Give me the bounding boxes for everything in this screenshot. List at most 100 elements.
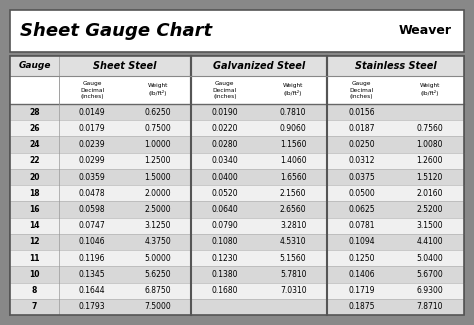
Bar: [10, 120, 464, 136]
Text: 1.6560: 1.6560: [280, 173, 307, 182]
Text: 0.0312: 0.0312: [348, 156, 375, 165]
Text: 3.2810: 3.2810: [280, 221, 306, 230]
Text: Gauge
Decimal
(inches): Gauge Decimal (inches): [213, 81, 237, 99]
Text: 5.0000: 5.0000: [145, 254, 171, 263]
Bar: [10, 76, 464, 104]
Text: 0.0478: 0.0478: [79, 189, 105, 198]
Text: 0.7500: 0.7500: [145, 124, 171, 133]
Text: Weight
(lb/ft²): Weight (lb/ft²): [283, 84, 303, 97]
Text: 0.0790: 0.0790: [211, 221, 238, 230]
Text: Gauge
Decimal
(inches): Gauge Decimal (inches): [349, 81, 374, 99]
Text: Gauge
Decimal
(inches): Gauge Decimal (inches): [80, 81, 104, 99]
Text: 1.2500: 1.2500: [145, 156, 171, 165]
Text: 0.0250: 0.0250: [348, 140, 375, 149]
Text: 14: 14: [29, 221, 40, 230]
Bar: [10, 266, 464, 282]
Text: 0.0299: 0.0299: [79, 156, 105, 165]
Text: Weight
(lb/ft²): Weight (lb/ft²): [147, 84, 168, 97]
Bar: [10, 56, 464, 315]
Text: 0.0239: 0.0239: [79, 140, 105, 149]
Text: 1.0000: 1.0000: [145, 140, 171, 149]
Text: 3.1250: 3.1250: [145, 221, 171, 230]
Text: 6.8750: 6.8750: [145, 286, 171, 295]
Text: 0.0747: 0.0747: [79, 221, 105, 230]
Bar: [10, 299, 464, 315]
Text: 0.0520: 0.0520: [211, 189, 238, 198]
Text: 0.1196: 0.1196: [79, 254, 105, 263]
Text: 1.5000: 1.5000: [145, 173, 171, 182]
Text: 0.1644: 0.1644: [79, 286, 105, 295]
Text: 5.0400: 5.0400: [417, 254, 443, 263]
Bar: [10, 104, 464, 120]
Text: 5.6700: 5.6700: [417, 270, 443, 279]
Text: 8: 8: [32, 286, 37, 295]
Text: Galvanized Steel: Galvanized Steel: [213, 61, 305, 71]
Text: 0.0640: 0.0640: [211, 205, 238, 214]
Text: 0.1250: 0.1250: [348, 254, 375, 263]
Text: 2.5200: 2.5200: [417, 205, 443, 214]
Text: 1.0080: 1.0080: [417, 140, 443, 149]
Text: 0.7560: 0.7560: [417, 124, 443, 133]
Bar: [10, 202, 464, 218]
Text: 0.0187: 0.0187: [348, 124, 375, 133]
Text: 0.0781: 0.0781: [348, 221, 375, 230]
Bar: [10, 169, 464, 185]
Text: 2.0000: 2.0000: [145, 189, 171, 198]
Text: 0.1380: 0.1380: [211, 270, 238, 279]
Text: 0.9060: 0.9060: [280, 124, 307, 133]
Text: 0.0400: 0.0400: [211, 173, 238, 182]
Text: 12: 12: [29, 238, 40, 246]
Text: Stainless Steel: Stainless Steel: [355, 61, 437, 71]
Bar: [10, 234, 464, 250]
Text: 0.0598: 0.0598: [79, 205, 105, 214]
Text: 0.1406: 0.1406: [348, 270, 375, 279]
Text: 0.1046: 0.1046: [79, 238, 105, 246]
Text: 0.1680: 0.1680: [211, 286, 238, 295]
Text: 0.1230: 0.1230: [211, 254, 238, 263]
Text: 0.0340: 0.0340: [211, 156, 238, 165]
Text: 26: 26: [29, 124, 40, 133]
Text: 0.0280: 0.0280: [211, 140, 238, 149]
Text: 16: 16: [29, 205, 40, 214]
Text: 5.1560: 5.1560: [280, 254, 307, 263]
Text: 18: 18: [29, 189, 40, 198]
Text: 7.5000: 7.5000: [145, 302, 171, 311]
Text: 0.0190: 0.0190: [211, 108, 238, 117]
Text: 0.0179: 0.0179: [79, 124, 105, 133]
Bar: [10, 56, 464, 76]
Bar: [10, 282, 464, 299]
Text: 22: 22: [29, 156, 40, 165]
Text: 7.0310: 7.0310: [280, 286, 307, 295]
Text: 4.3750: 4.3750: [145, 238, 171, 246]
Text: 4.5310: 4.5310: [280, 238, 307, 246]
Bar: [10, 153, 464, 169]
Bar: [10, 218, 464, 234]
Text: 6.9300: 6.9300: [417, 286, 443, 295]
Text: 2.1560: 2.1560: [280, 189, 306, 198]
Text: 7: 7: [32, 302, 37, 311]
Text: 2.0160: 2.0160: [417, 189, 443, 198]
Text: 5.6250: 5.6250: [145, 270, 171, 279]
Text: 0.1875: 0.1875: [348, 302, 375, 311]
Text: Weight
(lb/ft²): Weight (lb/ft²): [419, 84, 440, 97]
Text: 2.6560: 2.6560: [280, 205, 307, 214]
Text: 0.0220: 0.0220: [211, 124, 238, 133]
Bar: [10, 136, 464, 153]
Text: 1.1560: 1.1560: [280, 140, 306, 149]
Text: 0.1080: 0.1080: [211, 238, 238, 246]
Text: Gauge: Gauge: [18, 61, 51, 71]
Text: 24: 24: [29, 140, 40, 149]
Text: 0.1793: 0.1793: [79, 302, 105, 311]
Text: 0.0149: 0.0149: [79, 108, 105, 117]
Text: 11: 11: [29, 254, 40, 263]
Text: 0.1345: 0.1345: [79, 270, 105, 279]
Text: 0.7810: 0.7810: [280, 108, 306, 117]
Bar: [10, 250, 464, 266]
Text: Sheet Steel: Sheet Steel: [93, 61, 157, 71]
Bar: [10, 56, 464, 315]
Text: 0.1719: 0.1719: [348, 286, 375, 295]
Text: 3.1500: 3.1500: [417, 221, 443, 230]
Text: 0.6250: 0.6250: [145, 108, 171, 117]
Text: 5.7810: 5.7810: [280, 270, 306, 279]
Text: Sheet Gauge Chart: Sheet Gauge Chart: [20, 22, 212, 40]
